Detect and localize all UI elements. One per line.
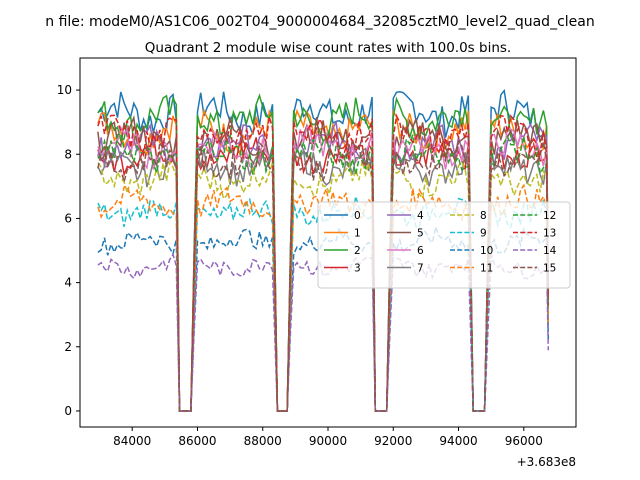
x-tick-label: 84000: [113, 434, 151, 448]
legend-label-3: 3: [354, 263, 361, 275]
legend-label-10: 10: [480, 245, 493, 257]
chart-suptitle: n file: modeM0/AS1C06_002T04_9000004684_…: [45, 14, 594, 30]
x-tick-label: 96000: [505, 434, 543, 448]
legend-box: [317, 201, 571, 289]
legend-label-1: 1: [354, 228, 361, 240]
legend-label-8: 8: [480, 210, 487, 222]
legend-label-11: 11: [480, 263, 493, 275]
y-axis: 0 2 4 6 8 10: [57, 83, 80, 418]
x-axis: 84000 86000 88000 90000 92000 94000 96000: [113, 427, 543, 448]
x-tick-label: 88000: [244, 434, 282, 448]
x-tick-label: 86000: [178, 434, 216, 448]
x-offset-label: +3.683e8: [517, 455, 576, 469]
legend-label-15: 15: [543, 263, 556, 275]
legend-label-2: 2: [354, 245, 361, 257]
series-line-12: [97, 132, 550, 412]
y-tick-label: 6: [64, 211, 72, 225]
legend-label-13: 13: [543, 228, 556, 240]
y-tick-label: 0: [64, 404, 72, 418]
series-line-11: [97, 183, 550, 412]
legend-label-7: 7: [417, 263, 424, 275]
legend-label-5: 5: [417, 228, 424, 240]
legend-label-12: 12: [543, 210, 556, 222]
legend-label-14: 14: [543, 245, 557, 257]
legend-label-4: 4: [417, 210, 424, 222]
y-tick-label: 8: [64, 147, 72, 161]
legend-label-9: 9: [480, 228, 487, 240]
legend-label-6: 6: [417, 245, 424, 257]
legend-label-0: 0: [354, 210, 361, 222]
chart-title: Quadrant 2 module wise count rates with …: [145, 40, 511, 56]
y-tick-label: 4: [64, 276, 72, 290]
series-line-14: [97, 252, 550, 412]
x-tick-label: 92000: [374, 434, 412, 448]
series-line-15: [97, 139, 550, 412]
y-tick-label: 2: [64, 340, 72, 354]
y-tick-label: 10: [57, 83, 72, 97]
x-tick-label: 90000: [309, 434, 347, 448]
plot-series-group: [97, 88, 550, 412]
x-tick-label: 94000: [439, 434, 477, 448]
